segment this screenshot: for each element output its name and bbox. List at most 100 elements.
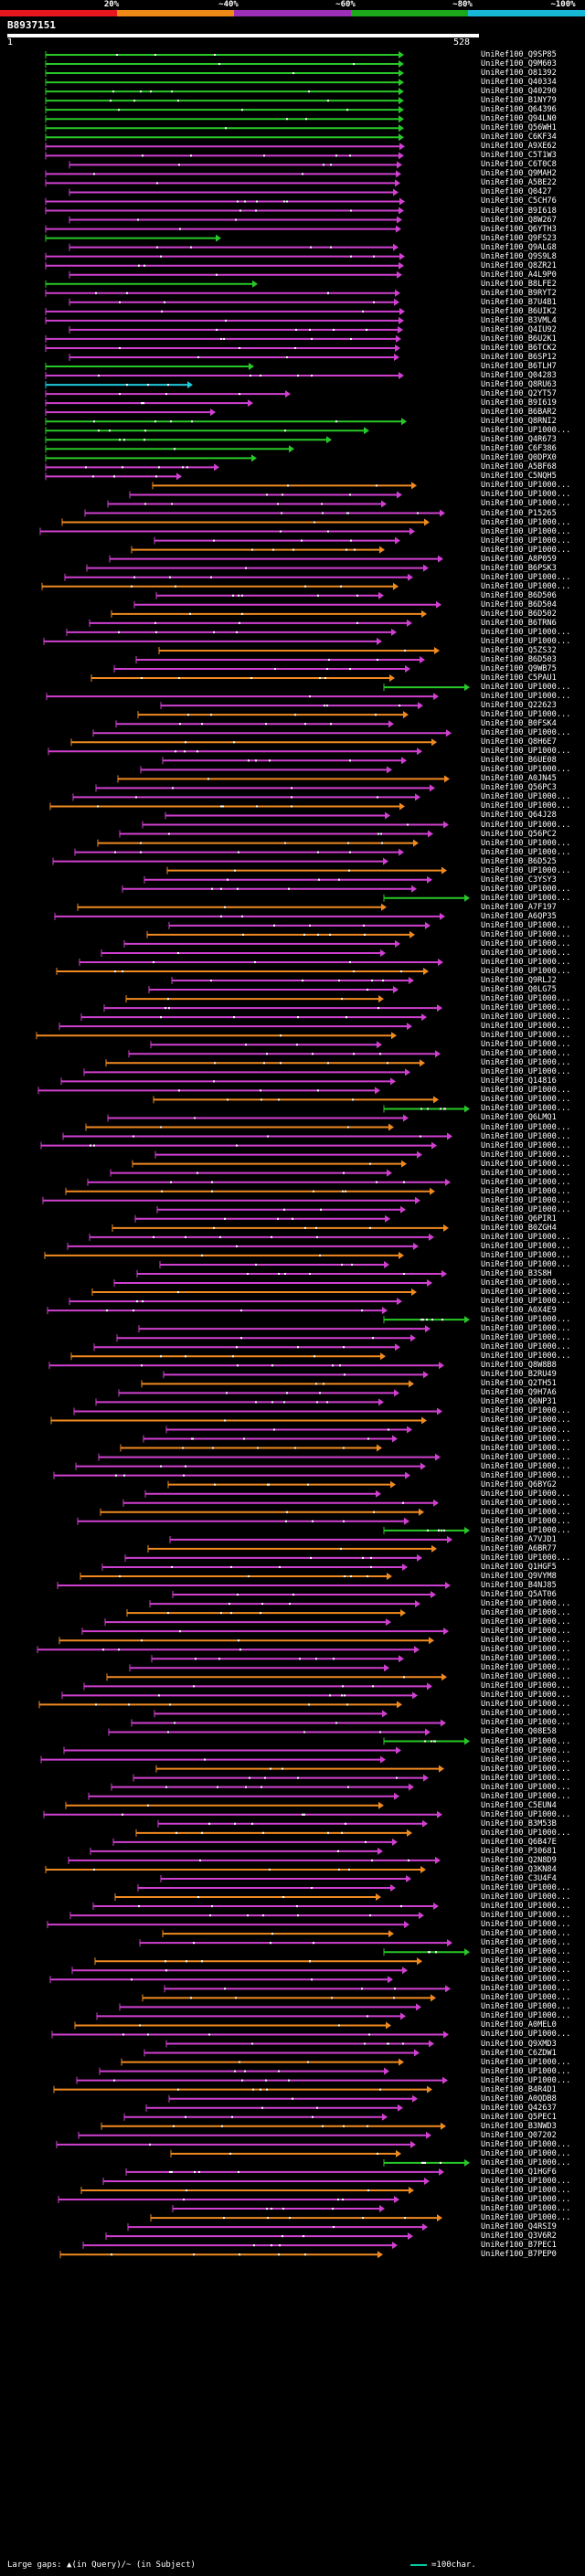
hit-label[interactable]: UniRef100_UP1000... (481, 1067, 571, 1077)
hit-label[interactable]: UniRef100_B6BAR2 (481, 408, 557, 418)
hit-label[interactable]: UniRef100_Q0427 (481, 187, 552, 197)
hit-label[interactable]: UniRef100_UP1000... (481, 1791, 571, 1801)
hit-label[interactable]: UniRef100_C6T0C8 (481, 160, 557, 170)
hit-label[interactable]: UniRef100_A8P059 (481, 554, 557, 564)
hit-label[interactable]: UniRef100_B9I618 (481, 206, 557, 216)
hit-label[interactable]: UniRef100_A0X4E9 (481, 1306, 557, 1316)
hit-label[interactable]: UniRef100_UP1000... (481, 1993, 571, 2003)
hit-label[interactable]: UniRef100_UP1000... (481, 1168, 571, 1178)
hit-label[interactable]: UniRef100_C5PAU1 (481, 673, 557, 684)
hit-label[interactable]: UniRef100_B6TRN6 (481, 618, 557, 628)
hit-label[interactable]: UniRef100_UP1000... (481, 1507, 571, 1517)
hit-label[interactable]: UniRef100_UP1000... (481, 865, 571, 875)
hit-label[interactable]: UniRef100_Q4IU92 (481, 324, 557, 334)
hit-label[interactable]: UniRef100_Q40290 (481, 87, 557, 97)
hit-label[interactable]: UniRef100_UP1000... (481, 2139, 571, 2149)
hit-label[interactable]: UniRef100_B3S8H (481, 1268, 552, 1278)
hit-label[interactable]: UniRef100_UP1000... (481, 801, 571, 811)
hit-label[interactable]: UniRef100_UP1000... (481, 948, 571, 958)
hit-label[interactable]: UniRef100_B6TLH7 (481, 362, 557, 372)
hit-label[interactable]: UniRef100_UP1000... (481, 1764, 571, 1774)
hit-label[interactable]: UniRef100_B0FSK4 (481, 719, 557, 729)
hit-label[interactable]: UniRef100_UP1000... (481, 683, 571, 693)
hit-label[interactable]: UniRef100_B6U2K1 (481, 334, 557, 344)
hit-label[interactable]: UniRef100_UP1000... (481, 1663, 571, 1673)
hit-label[interactable]: UniRef100_P15265 (481, 508, 557, 518)
hit-label[interactable]: UniRef100_P30681 (481, 1846, 557, 1856)
hit-label[interactable]: UniRef100_UP1000... (481, 1352, 571, 1362)
hit-label[interactable]: UniRef100_UP1000... (481, 1315, 571, 1325)
hit-label[interactable]: UniRef100_B3VML4 (481, 315, 557, 325)
hit-label[interactable]: UniRef100_UP1000... (481, 1342, 571, 1352)
hit-label[interactable]: UniRef100_A0JN45 (481, 774, 557, 784)
hit-label[interactable]: UniRef100_UP1000... (481, 1736, 571, 1746)
hit-label[interactable]: UniRef100_UP1000... (481, 517, 571, 527)
hit-label[interactable]: UniRef100_UP1000... (481, 1654, 571, 1664)
hit-label[interactable]: UniRef100_UP1000... (481, 1892, 571, 1903)
hit-label[interactable]: UniRef100_UP1000... (481, 1883, 571, 1892)
hit-label[interactable]: UniRef100_UP1000... (481, 545, 571, 555)
hit-label[interactable]: UniRef100_UP1000... (481, 994, 571, 1004)
hit-label[interactable]: UniRef100_B7U4B1 (481, 297, 557, 307)
hit-label[interactable]: UniRef100_B7PEP0 (481, 2250, 557, 2260)
hit-label[interactable]: UniRef100_UP1000... (481, 1681, 571, 1691)
hit-label[interactable]: UniRef100_B6D525 (481, 856, 557, 866)
hit-label[interactable]: UniRef100_B6PSK3 (481, 563, 557, 573)
hit-label[interactable]: UniRef100_C5EUN4 (481, 1800, 557, 1810)
hit-label[interactable]: UniRef100_UP1000... (481, 1516, 571, 1526)
hit-label[interactable]: UniRef100_Q8W8B8 (481, 1361, 557, 1371)
hit-label[interactable]: UniRef100_Q2N8D9 (481, 1855, 557, 1865)
hit-label[interactable]: UniRef100_UP1000... (481, 2148, 571, 2158)
hit-label[interactable]: UniRef100_A7VJD1 (481, 1534, 557, 1544)
hit-label[interactable]: UniRef100_UP1000... (481, 1984, 571, 1994)
hit-label[interactable]: UniRef100_Q14816 (481, 1076, 557, 1087)
hit-label[interactable]: UniRef100_B4NJ85 (481, 1581, 557, 1590)
hit-label[interactable]: UniRef100_UP1000... (481, 581, 571, 591)
hit-label[interactable]: UniRef100_Q22623 (481, 701, 557, 711)
hit-label[interactable]: UniRef100_UP1000... (481, 2185, 571, 2195)
hit-label[interactable]: UniRef100_Q6YTH3 (481, 224, 557, 234)
hit-label[interactable]: UniRef100_UP1000... (481, 1241, 571, 1251)
hit-label[interactable]: UniRef100_B6UE08 (481, 756, 557, 766)
hit-label[interactable]: UniRef100_UP1000... (481, 1745, 571, 1755)
hit-label[interactable]: UniRef100_UP1000... (481, 1525, 571, 1535)
hit-label[interactable]: UniRef100_A6BR77 (481, 1543, 557, 1553)
hit-label[interactable]: UniRef100_UP1000... (481, 1131, 571, 1141)
hit-label[interactable]: UniRef100_UP1000... (481, 1333, 571, 1343)
hit-label[interactable]: UniRef100_Q42637 (481, 2103, 557, 2113)
hit-label[interactable]: UniRef100_UP1000... (481, 1645, 571, 1655)
hit-label[interactable]: UniRef100_UP1000... (481, 636, 571, 646)
hit-label[interactable]: UniRef100_UP1000... (481, 1911, 571, 1921)
hit-label[interactable]: UniRef100_UP1000... (481, 2195, 571, 2205)
hit-label[interactable]: UniRef100_UP1000... (481, 1022, 571, 1032)
hit-label[interactable]: UniRef100_UP1000... (481, 1195, 571, 1205)
hit-label[interactable]: UniRef100_UP1000... (481, 1498, 571, 1508)
hit-label[interactable]: UniRef100_UP1000... (481, 938, 571, 949)
hit-label[interactable]: UniRef100_UP1000... (481, 1617, 571, 1627)
hit-label[interactable]: UniRef100_UP1000... (481, 1599, 571, 1609)
hit-label[interactable]: UniRef100_UP1000... (481, 1691, 571, 1701)
hit-label[interactable]: UniRef100_UP1000... (481, 1461, 571, 1471)
hit-label[interactable]: UniRef100_UP1000... (481, 1324, 571, 1334)
hit-label[interactable]: UniRef100_Q9ALG8 (481, 242, 557, 252)
hit-label[interactable]: UniRef100_B6D503 (481, 654, 557, 664)
hit-label[interactable]: UniRef100_UP1000... (481, 627, 571, 637)
hit-label[interactable]: UniRef100_Q94LN0 (481, 114, 557, 124)
hit-label[interactable]: UniRef100_UP1000... (481, 929, 571, 939)
hit-label[interactable]: UniRef100_B6TCK2 (481, 343, 557, 353)
hit-label[interactable]: UniRef100_Q5PEC1 (481, 2112, 557, 2122)
hit-label[interactable]: UniRef100_B6D504 (481, 599, 557, 610)
hit-label[interactable]: UniRef100_UP1000... (481, 1920, 571, 1930)
hit-label[interactable]: UniRef100_B9I619 (481, 398, 557, 408)
hit-label[interactable]: UniRef100_C5NQH5 (481, 472, 557, 482)
hit-label[interactable]: UniRef100_UP1000... (481, 1452, 571, 1462)
hit-label[interactable]: UniRef100_UP1000... (481, 1406, 571, 1416)
hit-label[interactable]: UniRef100_UP1000... (481, 1122, 571, 1132)
hit-label[interactable]: UniRef100_Q6NP31 (481, 1397, 557, 1407)
hit-label[interactable]: UniRef100_B9RYT2 (481, 288, 557, 298)
hit-label[interactable]: UniRef100_UP1000... (481, 1186, 571, 1196)
hit-label[interactable]: UniRef100_Q1HGF6 (481, 2167, 557, 2177)
hit-label[interactable]: UniRef100_Q8H6E7 (481, 737, 557, 747)
hit-label[interactable]: UniRef100_Q2YT57 (481, 389, 557, 399)
hit-label[interactable]: UniRef100_A4L9P0 (481, 270, 557, 280)
